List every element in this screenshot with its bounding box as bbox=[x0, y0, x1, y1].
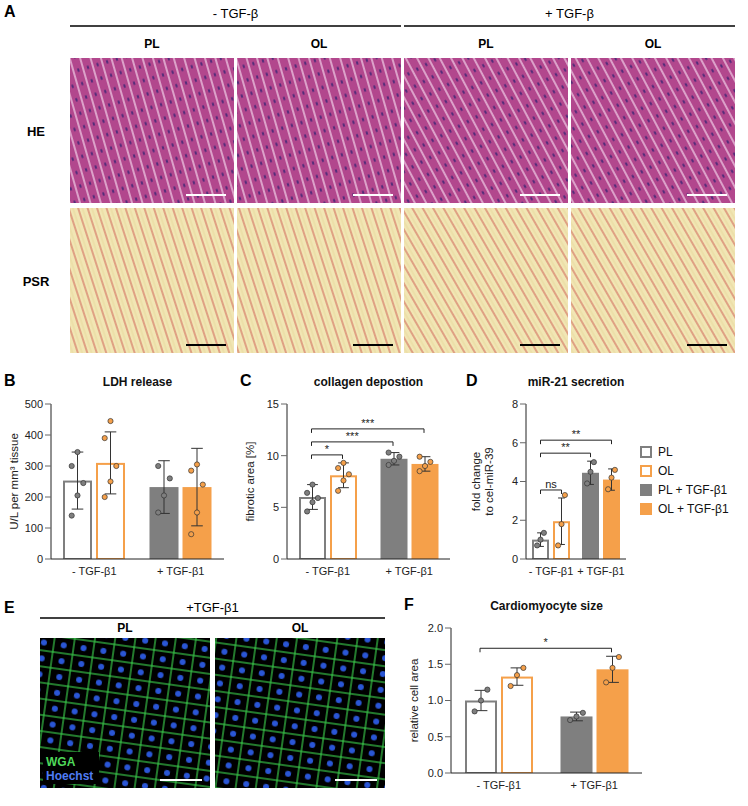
svg-text:0.0: 0.0 bbox=[428, 767, 443, 779]
html-text:LDH release: LDH release bbox=[102, 375, 173, 389]
svg-text:PL: PL bbox=[478, 37, 493, 51]
svg-text:+ TGF-β1: + TGF-β1 bbox=[386, 565, 433, 577]
svg-text:6: 6 bbox=[512, 437, 518, 449]
svg-text:300: 300 bbox=[25, 460, 43, 472]
svg-text:PL: PL bbox=[144, 37, 159, 51]
svg-text:***: *** bbox=[361, 417, 375, 429]
html-text:miR-21 secretion: miR-21 secretion bbox=[527, 375, 625, 389]
svg-text:**: ** bbox=[572, 428, 581, 440]
svg-text:- TGF-β1: - TGF-β1 bbox=[476, 779, 521, 791]
svg-text:U/L per mm³ tissue: U/L per mm³ tissue bbox=[8, 433, 20, 530]
svg-text:+ TGF-β: + TGF-β bbox=[545, 6, 594, 21]
svg-text:200: 200 bbox=[25, 491, 43, 503]
svg-text:15: 15 bbox=[267, 398, 279, 410]
svg-text:A: A bbox=[4, 3, 16, 20]
svg-text:2.0: 2.0 bbox=[428, 622, 443, 634]
svg-text:0.5: 0.5 bbox=[428, 731, 443, 743]
html-text:PL: PL bbox=[658, 444, 673, 459]
svg-text:2: 2 bbox=[512, 514, 518, 526]
svg-text:to cel-miR-39: to cel-miR-39 bbox=[483, 447, 495, 515]
svg-text:***: *** bbox=[346, 430, 360, 442]
svg-text:0: 0 bbox=[37, 553, 43, 565]
html-text:PL + TGF-β1: PL + TGF-β1 bbox=[658, 482, 728, 497]
svg-text:+ TGF-β1: + TGF-β1 bbox=[571, 779, 618, 791]
svg-text:E: E bbox=[4, 599, 15, 616]
svg-text:+TGF-β1: +TGF-β1 bbox=[186, 600, 239, 615]
html-text:OL: OL bbox=[658, 463, 674, 478]
svg-text:500: 500 bbox=[25, 398, 43, 410]
svg-text:4: 4 bbox=[512, 475, 518, 487]
html-text:F: F bbox=[404, 596, 414, 613]
svg-text:8: 8 bbox=[512, 398, 518, 410]
svg-text:- TGF-β: - TGF-β bbox=[213, 6, 259, 21]
html-text:Cardiomyocyte size: Cardiomyocyte size bbox=[490, 599, 603, 613]
svg-text:+ TGF-β1: + TGF-β1 bbox=[577, 565, 624, 577]
svg-text:HE: HE bbox=[27, 124, 45, 139]
html-text:collagen depostion: collagen depostion bbox=[313, 375, 424, 389]
svg-text:OL: OL bbox=[311, 37, 328, 51]
svg-text:0: 0 bbox=[512, 553, 518, 565]
svg-text:PL: PL bbox=[117, 621, 132, 635]
svg-text:0: 0 bbox=[273, 553, 279, 565]
html-text:D: D bbox=[466, 372, 478, 389]
svg-text:OL: OL bbox=[645, 37, 662, 51]
svg-text:10: 10 bbox=[267, 450, 279, 462]
svg-text:- TGF-β1: - TGF-β1 bbox=[305, 565, 350, 577]
html-text:C: C bbox=[240, 372, 252, 389]
html-text:B: B bbox=[4, 372, 16, 389]
svg-text:ns: ns bbox=[545, 478, 557, 490]
svg-text:100: 100 bbox=[25, 522, 43, 534]
svg-text:1.5: 1.5 bbox=[428, 658, 443, 670]
html-text:OL + TGF-β1: OL + TGF-β1 bbox=[658, 501, 729, 516]
svg-text:- TGF-β1: - TGF-β1 bbox=[529, 565, 574, 577]
svg-text:OL: OL bbox=[292, 621, 309, 635]
svg-text:WGA: WGA bbox=[46, 755, 76, 769]
svg-text:relative cell area: relative cell area bbox=[408, 658, 420, 742]
svg-text:fold change: fold change bbox=[470, 452, 482, 511]
svg-text:*: * bbox=[544, 636, 549, 648]
svg-text:Hoechst: Hoechst bbox=[46, 769, 93, 783]
svg-text:5: 5 bbox=[273, 501, 279, 513]
svg-text:+ TGF-β1: + TGF-β1 bbox=[157, 565, 204, 577]
svg-text:1.0: 1.0 bbox=[428, 694, 443, 706]
svg-text:- TGF-β1: - TGF-β1 bbox=[72, 565, 117, 577]
svg-text:*: * bbox=[325, 443, 330, 455]
svg-text:PSR: PSR bbox=[23, 274, 50, 289]
svg-text:400: 400 bbox=[25, 429, 43, 441]
svg-text:**: ** bbox=[561, 441, 570, 453]
svg-text:fibrotic area [%]: fibrotic area [%] bbox=[244, 442, 256, 522]
